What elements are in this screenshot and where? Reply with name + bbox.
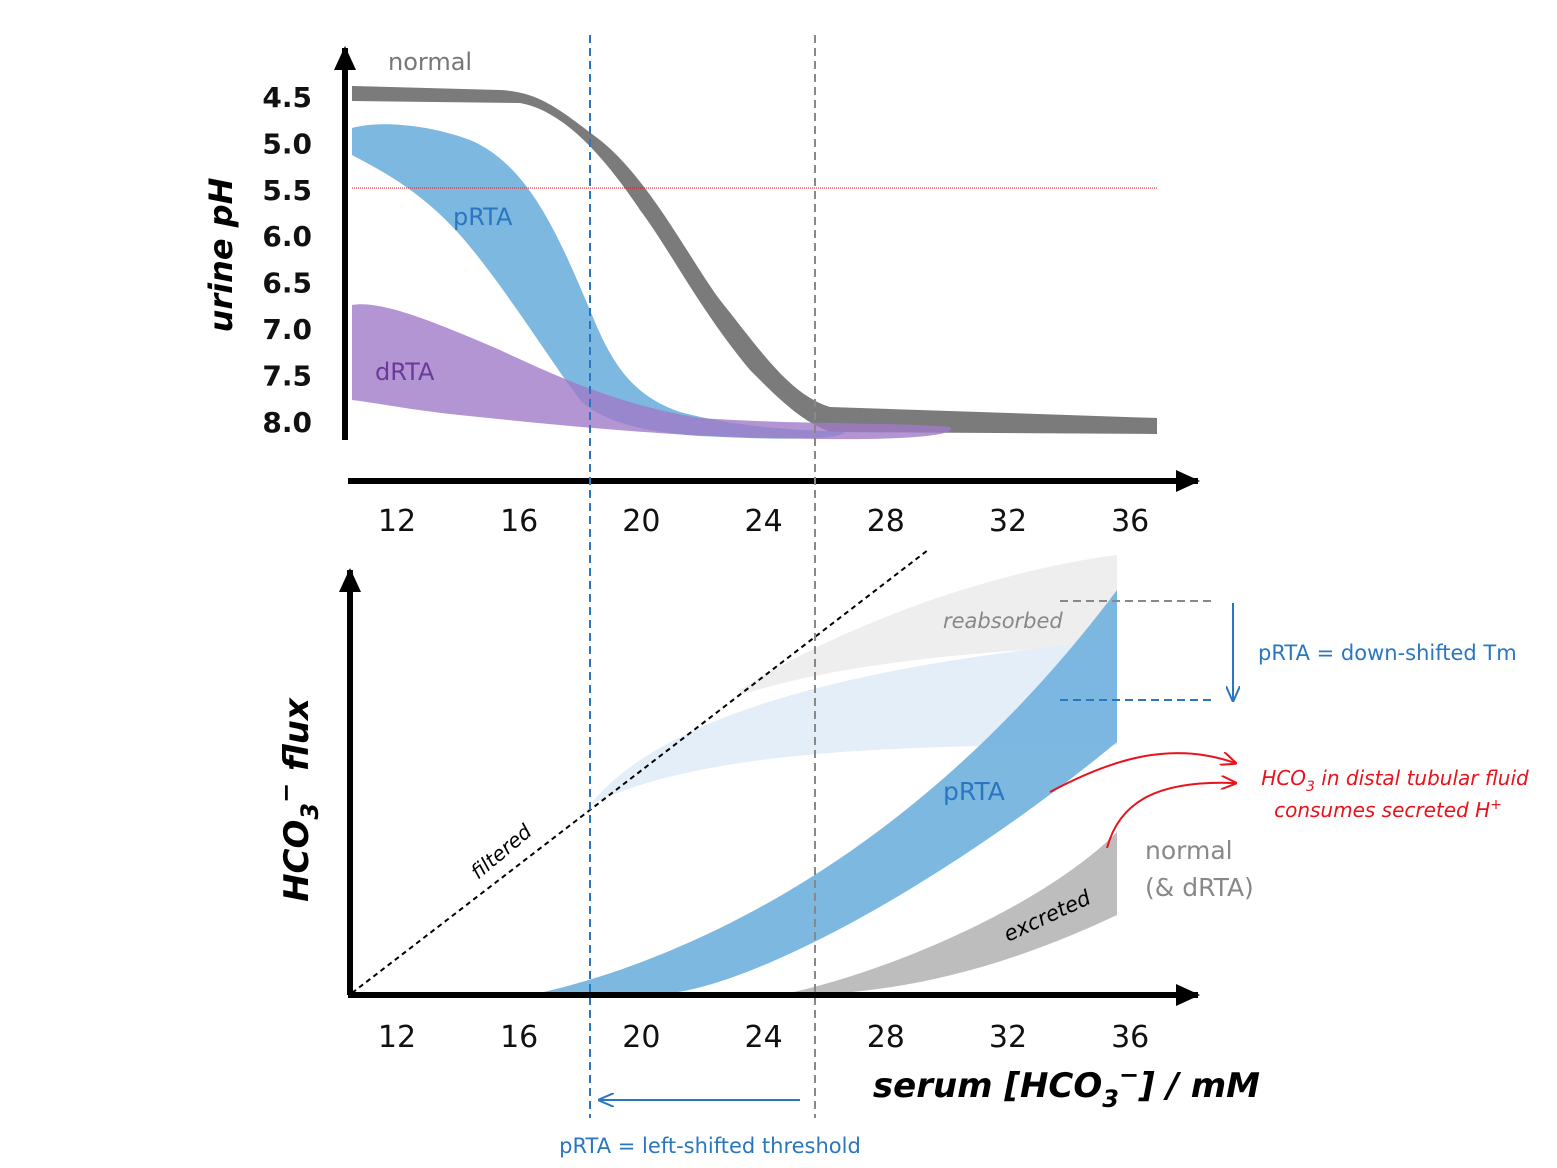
reabsorbed-prta-band: [590, 640, 1117, 805]
normal-label: normal: [388, 48, 472, 76]
y-axis-label: HCO3− flux: [272, 697, 324, 902]
normal-band: [352, 86, 1157, 434]
x-tick-label: 20: [622, 1020, 660, 1055]
filtered-label: filtered: [466, 819, 537, 884]
filtered-line: [351, 549, 929, 994]
x-tick-label: 32: [989, 1020, 1027, 1055]
distal-annotation: consumes secreted H+: [1274, 797, 1502, 822]
y-axis-label: urine pH: [202, 177, 240, 332]
normal-label: normal: [1145, 836, 1233, 865]
x-tick-label: 20: [622, 504, 660, 539]
y-tick-label: 7.5: [262, 359, 312, 392]
normal-drta-label: (& dRTA): [1145, 873, 1254, 902]
y-tick-label: 4.5: [262, 81, 312, 114]
x-tick-label: 24: [745, 1020, 783, 1055]
distal-annotation: HCO3 in distal tubular fluid: [1261, 766, 1529, 795]
x-tick-label: 28: [867, 504, 905, 539]
normal-excreted-band: [780, 832, 1117, 995]
x-tick-label: 12: [378, 504, 416, 539]
x-tick-label: 36: [1111, 1020, 1149, 1055]
y-tick-label: 7.0: [262, 313, 312, 346]
y-tick-label: 6.5: [262, 267, 312, 300]
y-tick-label: 5.5: [262, 174, 312, 207]
prta-label: pRTA: [943, 777, 1005, 806]
red-arrow: [1049, 753, 1235, 793]
prta-excreted-band: [530, 590, 1117, 995]
reabsorbed-label: reabsorbed: [943, 609, 1063, 633]
x-tick-label: 28: [867, 1020, 905, 1055]
drta-label: dRTA: [375, 358, 435, 386]
x-tick-label: 36: [1111, 504, 1149, 539]
drta-band: [352, 304, 952, 440]
tm-annotation: pRTA = down-shifted Tm: [1258, 641, 1517, 665]
reabsorbed-normal-band: [740, 555, 1117, 695]
x-tick-label: 12: [378, 1020, 416, 1055]
y-tick-label: 8.0: [262, 406, 312, 439]
threshold-annotation: pRTA = left-shifted threshold: [559, 1134, 861, 1158]
red-arrow: [1106, 783, 1235, 849]
x-tick-label: 32: [989, 504, 1027, 539]
x-tick-label: 16: [500, 504, 538, 539]
prta-label: pRTA: [453, 203, 513, 231]
prta-band: [352, 124, 845, 439]
x-axis-label: serum [HCO3−] / mM: [873, 1061, 1260, 1113]
y-tick-label: 5.0: [262, 127, 312, 160]
x-tick-label: 16: [500, 1020, 538, 1055]
x-tick-label: 24: [745, 504, 783, 539]
y-tick-label: 6.0: [262, 220, 312, 253]
